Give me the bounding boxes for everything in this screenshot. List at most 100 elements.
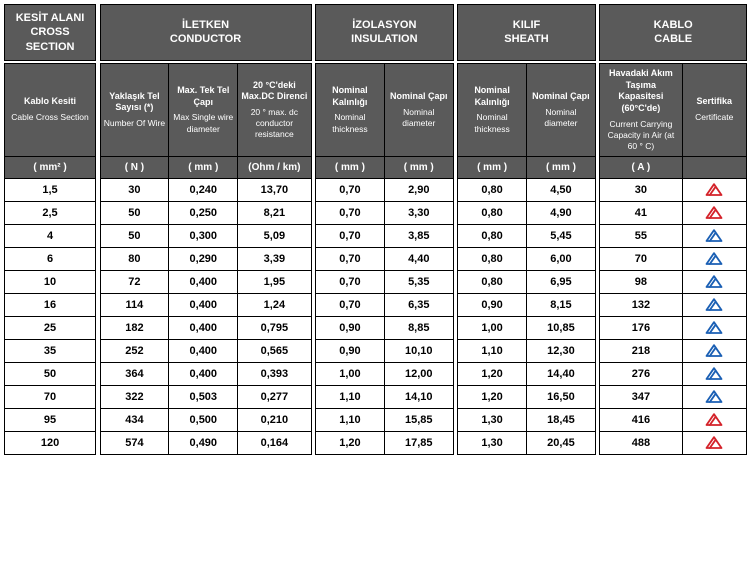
- unit-header: ( mm ): [169, 156, 238, 178]
- data-cell: 25: [5, 316, 96, 339]
- data-cell: 0,250: [169, 201, 238, 224]
- data-cell: 114: [100, 293, 169, 316]
- data-cell: 0,70: [315, 224, 384, 247]
- cert-red-icon: [704, 435, 724, 451]
- cert-blue-icon: [704, 297, 724, 313]
- data-cell: 3,39: [238, 247, 311, 270]
- data-cell: 8,15: [527, 293, 596, 316]
- table-row: 4500,3005,090,703,850,805,4555: [5, 224, 747, 247]
- column-header: Nominal Kalınlığı Nominal thickness: [315, 63, 384, 156]
- data-cell: 6,35: [384, 293, 453, 316]
- data-cell: 80: [100, 247, 169, 270]
- data-cell: 132: [600, 293, 682, 316]
- data-cell: 35: [5, 339, 96, 362]
- data-cell: 6,00: [527, 247, 596, 270]
- col-header-en: Number Of Wire: [103, 118, 167, 129]
- data-cell: 72: [100, 270, 169, 293]
- data-cell: 1,95: [238, 270, 311, 293]
- data-cell: 3,30: [384, 201, 453, 224]
- column-header: Nominal KalınlığıNominal thickness: [458, 63, 527, 156]
- data-cell: 15,85: [384, 408, 453, 431]
- cert-cell: [682, 431, 747, 454]
- data-cell: 2,90: [384, 178, 453, 201]
- column-header: Max. Tek Tel ÇapıMax Single wire diamete…: [169, 63, 238, 156]
- table-row: 1205740,4900,1641,2017,851,3020,45488: [5, 431, 747, 454]
- unit-header: (Ohm / km): [238, 156, 311, 178]
- col-header-tr: Nominal Çapı: [387, 91, 451, 103]
- data-cell: 2,5: [5, 201, 96, 224]
- table-row: 503640,4000,3931,0012,001,2014,40276: [5, 362, 747, 385]
- data-cell: 0,795: [238, 316, 311, 339]
- data-cell: 218: [600, 339, 682, 362]
- data-cell: 50: [100, 224, 169, 247]
- data-cell: 0,80: [458, 247, 527, 270]
- table-row: 6800,2903,390,704,400,806,0070: [5, 247, 747, 270]
- data-cell: 12,30: [527, 339, 596, 362]
- data-cell: 1,20: [315, 431, 384, 454]
- data-cell: 1,24: [238, 293, 311, 316]
- data-cell: 0,277: [238, 385, 311, 408]
- data-cell: 1,10: [458, 339, 527, 362]
- group-header-tr: KILIF: [513, 19, 541, 31]
- data-cell: 0,500: [169, 408, 238, 431]
- column-header: Yaklaşık Tel Sayısı (*) Number Of Wire: [100, 63, 169, 156]
- data-cell: 14,10: [384, 385, 453, 408]
- unit-header: ( mm ): [384, 156, 453, 178]
- data-cell: 0,70: [315, 178, 384, 201]
- column-header: Nominal Çapı Nominal diameter: [527, 63, 596, 156]
- table-row: 954340,5000,2101,1015,851,3018,45416: [5, 408, 747, 431]
- col-header-en: Nominal diameter: [529, 107, 593, 129]
- cert-cell: [682, 339, 747, 362]
- cert-cell: [682, 362, 747, 385]
- cert-blue-icon: [704, 343, 724, 359]
- data-cell: 98: [600, 270, 682, 293]
- group-header: İLETKENCONDUCTOR: [100, 5, 311, 61]
- col-header-tr: Nominal Kalınlığı: [318, 85, 382, 108]
- col-header-tr: 20 °C'deki Max.DC Direnci: [240, 80, 308, 103]
- data-cell: 3,85: [384, 224, 453, 247]
- col-header-en: Nominal thickness: [318, 112, 382, 134]
- data-cell: 1,20: [458, 362, 527, 385]
- col-header-en: Nominal thickness: [460, 112, 524, 134]
- data-cell: 0,400: [169, 270, 238, 293]
- group-header-en: CABLE: [654, 33, 692, 45]
- data-cell: 0,90: [315, 339, 384, 362]
- group-header-tr: KESİT ALANI: [16, 12, 85, 24]
- unit-header: ( A ): [600, 156, 682, 178]
- data-cell: 0,290: [169, 247, 238, 270]
- unit-header: ( N ): [100, 156, 169, 178]
- data-cell: 18,45: [527, 408, 596, 431]
- data-cell: 8,85: [384, 316, 453, 339]
- data-cell: 4,40: [384, 247, 453, 270]
- data-cell: 16: [5, 293, 96, 316]
- data-cell: 120: [5, 431, 96, 454]
- table-row: 10720,4001,950,705,350,806,9598: [5, 270, 747, 293]
- cert-cell: [682, 201, 747, 224]
- data-cell: 10,10: [384, 339, 453, 362]
- data-cell: 0,90: [458, 293, 527, 316]
- data-cell: 488: [600, 431, 682, 454]
- data-cell: 4,50: [527, 178, 596, 201]
- data-cell: 16,50: [527, 385, 596, 408]
- unit-header: ( mm² ): [5, 156, 96, 178]
- column-header: Havadaki Akım Taşıma Kapasitesi (60°C'de…: [600, 63, 682, 156]
- cert-cell: [682, 224, 747, 247]
- col-header-tr: Yaklaşık Tel Sayısı (*): [103, 91, 167, 114]
- group-header-tr: İLETKEN: [182, 19, 229, 31]
- unit-header: ( mm ): [458, 156, 527, 178]
- data-cell: 0,503: [169, 385, 238, 408]
- data-cell: 0,400: [169, 316, 238, 339]
- data-cell: 5,45: [527, 224, 596, 247]
- data-cell: 20,45: [527, 431, 596, 454]
- cert-blue-icon: [704, 274, 724, 290]
- data-cell: 0,400: [169, 339, 238, 362]
- group-header: KILIFSHEATH: [458, 5, 596, 61]
- group-header-en: CROSS SECTION: [26, 26, 75, 52]
- data-cell: 0,393: [238, 362, 311, 385]
- data-cell: 4,90: [527, 201, 596, 224]
- data-cell: 5,35: [384, 270, 453, 293]
- col-header-tr: Max. Tek Tel Çapı: [171, 85, 235, 108]
- column-header: 20 °C'deki Max.DC Direnci20 ° max. dc co…: [238, 63, 311, 156]
- data-cell: 0,400: [169, 362, 238, 385]
- col-header-tr: Nominal Çapı: [529, 91, 593, 103]
